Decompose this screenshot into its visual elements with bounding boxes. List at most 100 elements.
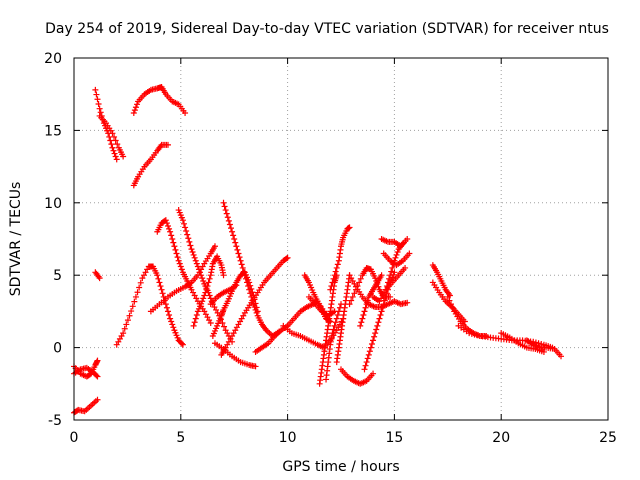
data-point	[239, 264, 246, 271]
data-point	[246, 286, 253, 293]
data-point	[241, 272, 248, 279]
data-point	[327, 286, 334, 293]
data-point	[193, 312, 200, 319]
y-tick-label: -5	[48, 413, 62, 429]
data-point	[252, 363, 259, 370]
grid	[74, 58, 608, 420]
data-point	[225, 217, 232, 224]
data-point	[363, 359, 370, 366]
series-arc-3	[71, 396, 101, 416]
data-point	[167, 315, 174, 322]
x-tick-label: 15	[385, 430, 403, 446]
data-point	[174, 254, 181, 261]
data-point	[331, 322, 338, 329]
data-point	[179, 341, 186, 348]
data-point	[378, 308, 385, 315]
data-point	[185, 235, 192, 242]
data-point	[375, 319, 382, 326]
series-arc-26	[333, 272, 353, 366]
data-point	[221, 203, 228, 210]
series-arc-17	[218, 254, 291, 358]
data-point	[386, 275, 393, 282]
data-point	[388, 268, 395, 275]
data-point	[120, 153, 127, 160]
data-point	[112, 153, 119, 160]
series-arc-2	[71, 364, 101, 380]
x-tick-label: 25	[599, 430, 617, 446]
data-point	[97, 109, 104, 116]
data-point	[123, 321, 130, 328]
data-point	[181, 220, 188, 227]
data-point	[406, 250, 413, 257]
x-tick-label: 10	[279, 430, 297, 446]
data-point	[220, 199, 227, 206]
data-point	[237, 257, 244, 264]
series-arc-6	[96, 112, 127, 160]
data-point	[184, 231, 191, 238]
data-point	[381, 297, 388, 304]
data-point	[206, 292, 213, 299]
data-point	[94, 357, 101, 364]
data-point	[202, 289, 209, 296]
data-point	[230, 232, 237, 239]
data-point	[233, 243, 240, 250]
series-arc-15	[207, 282, 240, 308]
data-point	[197, 269, 204, 276]
data-point	[182, 110, 189, 117]
data-point	[329, 330, 336, 337]
data-point	[132, 293, 139, 300]
series-arc-8	[130, 83, 189, 117]
data-point	[399, 240, 406, 247]
y-tick-label: 10	[44, 196, 62, 212]
data-point	[351, 290, 358, 297]
data-point	[156, 279, 163, 286]
data-point	[328, 283, 335, 290]
data-point	[199, 275, 206, 282]
data-point	[334, 312, 341, 319]
data-point	[164, 141, 171, 148]
data-point	[361, 366, 368, 373]
data-point	[107, 137, 114, 144]
x-tick-label: 20	[492, 430, 510, 446]
data-point	[393, 251, 400, 258]
series-arc-27	[327, 224, 353, 293]
data-point	[95, 100, 102, 107]
data-point	[362, 304, 369, 311]
data-point	[221, 323, 228, 330]
data-point	[236, 254, 243, 261]
data-point	[468, 330, 475, 337]
data-point	[108, 141, 115, 148]
series-arc-42	[523, 337, 565, 360]
data-point	[121, 325, 128, 332]
data-point	[94, 396, 101, 403]
data-point	[92, 86, 99, 93]
data-point	[392, 254, 399, 261]
data-point	[404, 299, 411, 306]
series-arc-18	[211, 340, 259, 370]
data-point	[94, 373, 101, 380]
data-point	[188, 246, 195, 253]
data-point	[162, 301, 169, 308]
series-arc-41	[498, 330, 547, 355]
data-point	[201, 292, 208, 299]
data-point	[235, 250, 242, 257]
data-point	[446, 297, 453, 304]
data-point	[200, 277, 207, 284]
data-point	[166, 225, 173, 232]
data-point	[163, 220, 170, 227]
data-point	[224, 214, 231, 221]
data-point	[190, 322, 197, 329]
data-point	[390, 261, 397, 268]
data-point	[168, 318, 175, 325]
data-point	[120, 330, 127, 337]
data-point	[110, 147, 117, 154]
data-point	[330, 326, 337, 333]
series-arc-13	[190, 253, 227, 329]
data-point	[167, 228, 174, 235]
y-axis-label: SDTVAR / TECUs	[8, 182, 24, 297]
data-point	[132, 104, 139, 111]
data-point	[332, 319, 339, 326]
series-arc-31	[357, 272, 385, 329]
data-point	[333, 315, 340, 322]
